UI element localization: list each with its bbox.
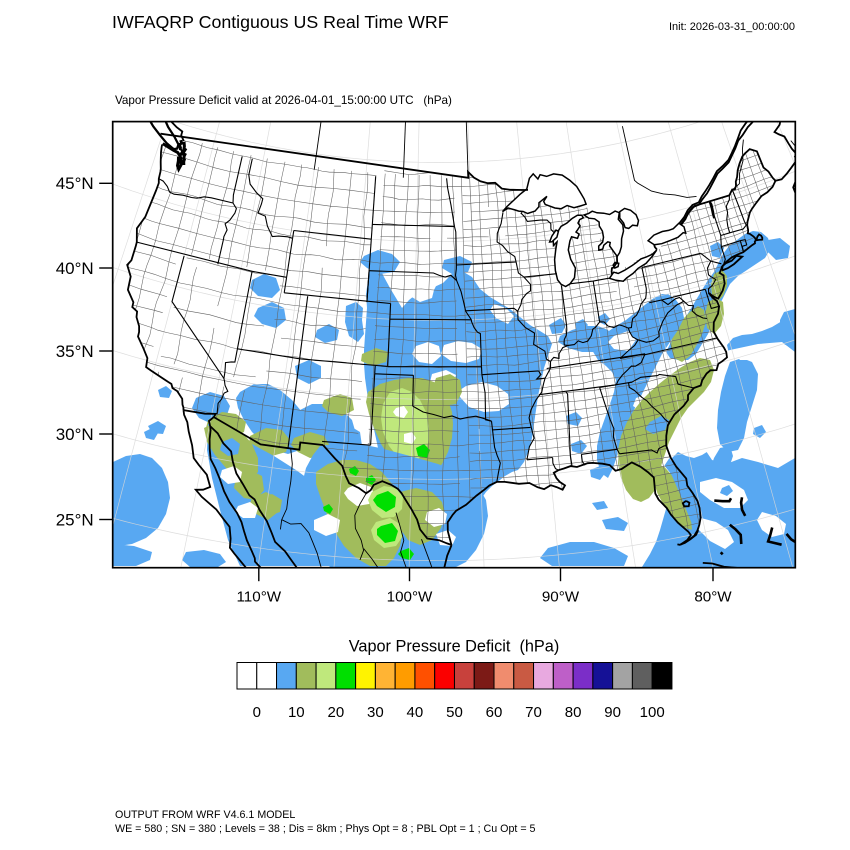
- svg-text:90: 90: [604, 704, 621, 721]
- svg-text:80: 80: [565, 704, 582, 721]
- svg-text:IWFAQRP Contiguous US Real Tim: IWFAQRP Contiguous US Real Time WRF: [112, 12, 449, 32]
- svg-text:WE = 580 ; SN = 380 ; Levels =: WE = 580 ; SN = 380 ; Levels = 38 ; Dis …: [115, 823, 536, 835]
- svg-text:40: 40: [407, 704, 424, 721]
- svg-text:10: 10: [288, 704, 305, 721]
- svg-text:100°W: 100°W: [387, 589, 433, 606]
- svg-text:40°N: 40°N: [56, 259, 94, 278]
- svg-text:35°N: 35°N: [56, 342, 94, 361]
- svg-text:45°N: 45°N: [56, 174, 94, 193]
- svg-text:110°W: 110°W: [236, 589, 281, 606]
- svg-text:OUTPUT FROM WRF V4.6.1 MODEL: OUTPUT FROM WRF V4.6.1 MODEL: [115, 809, 295, 821]
- svg-text:30: 30: [367, 704, 384, 721]
- svg-text:30°N: 30°N: [56, 425, 94, 444]
- svg-text:50: 50: [446, 704, 463, 721]
- svg-text:100: 100: [640, 704, 665, 721]
- svg-text:80°W: 80°W: [694, 589, 732, 606]
- svg-text:Vapor Pressure Deficit (hPa): Vapor Pressure Deficit (hPa): [349, 638, 560, 656]
- svg-text:Vapor Pressure Deficit valid a: Vapor Pressure Deficit valid at 2026-04-…: [115, 94, 452, 107]
- svg-text:60: 60: [486, 704, 503, 721]
- svg-text:25°N: 25°N: [56, 510, 94, 529]
- svg-text:70: 70: [525, 704, 542, 721]
- svg-text:90°W: 90°W: [542, 589, 580, 606]
- svg-text:20: 20: [328, 704, 345, 721]
- svg-text:0: 0: [253, 704, 261, 721]
- svg-text:Init: 2026-03-31_00:00:00: Init: 2026-03-31_00:00:00: [669, 21, 795, 33]
